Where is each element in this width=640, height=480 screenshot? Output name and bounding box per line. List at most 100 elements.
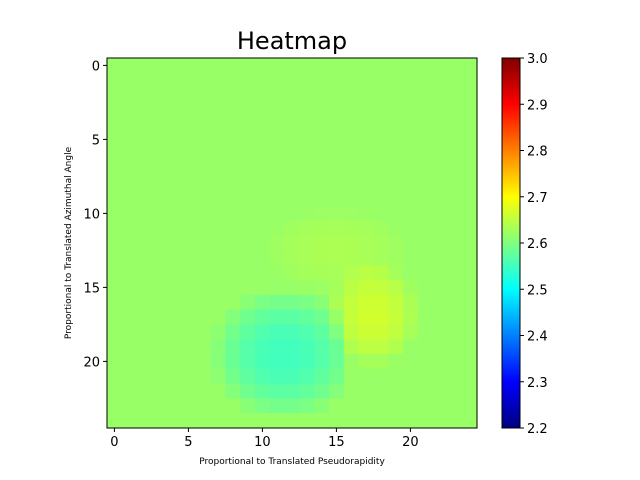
heatmap-cell (329, 132, 345, 148)
heatmap-cell (166, 383, 182, 399)
heatmap-cell (269, 383, 286, 399)
heatmap-cell (181, 383, 197, 399)
heatmap-cell (417, 132, 434, 148)
heatmap-cell (121, 309, 138, 325)
heatmap-cell (462, 324, 478, 340)
heatmap-cell (269, 265, 286, 281)
heatmap-cell (447, 250, 463, 266)
heatmap-cell (314, 161, 330, 177)
heatmap-cell (417, 235, 434, 251)
heatmap-cell (136, 339, 152, 355)
heatmap-cell (403, 161, 419, 177)
heatmap-cell (299, 383, 315, 399)
heatmap-cell (210, 102, 226, 118)
heatmap-cell (240, 413, 256, 429)
heatmap-cell (269, 398, 286, 414)
heatmap-cell (121, 102, 138, 118)
heatmap-cell (121, 176, 138, 192)
heatmap-cell (462, 72, 478, 89)
heatmap-cell (299, 132, 315, 148)
heatmap-cell (403, 72, 419, 89)
heatmap-cell (210, 294, 226, 311)
heatmap-cell (107, 87, 123, 103)
y-tick-label: 20 (83, 355, 100, 370)
heatmap-cell (136, 72, 152, 89)
heatmap-cell (121, 117, 138, 133)
heatmap-cell (210, 383, 226, 399)
heatmap-cell (240, 324, 256, 340)
heatmap-cell (314, 102, 330, 118)
heatmap-cell (358, 206, 374, 222)
heatmap-cell (269, 235, 286, 251)
heatmap-cell (225, 191, 241, 207)
heatmap-cell (299, 176, 315, 192)
heatmap-cell (299, 280, 315, 296)
heatmap-cell (462, 339, 478, 355)
heatmap-cell (240, 354, 256, 370)
heatmap-cell (403, 146, 419, 163)
heatmap-cell (181, 87, 197, 103)
heatmap-cell (255, 265, 271, 281)
heatmap-cell (121, 368, 138, 385)
heatmap-cell (432, 87, 448, 103)
heatmap-cell (225, 413, 241, 429)
heatmap-cell (314, 354, 330, 370)
heatmap-cell (225, 72, 241, 89)
heatmap-cell (269, 294, 286, 311)
heatmap-cell (299, 250, 315, 266)
heatmap-cell (447, 132, 463, 148)
heatmap-cell (181, 161, 197, 177)
heatmap-cell (358, 72, 374, 89)
heatmap-cell (151, 294, 167, 311)
heatmap-cell (240, 265, 256, 281)
x-tick-label: 15 (328, 435, 345, 450)
heatmap-cell (269, 58, 286, 74)
heatmap-cell (166, 117, 182, 133)
heatmap-cell (299, 72, 315, 89)
heatmap-cell (343, 339, 360, 355)
heatmap-cell (181, 117, 197, 133)
heatmap-cell (373, 309, 389, 325)
heatmap-cell (417, 368, 434, 385)
heatmap-cell (388, 280, 404, 296)
heatmap-cell (136, 220, 152, 237)
heatmap-cell (225, 280, 241, 296)
heatmap-cell (284, 265, 300, 281)
heatmap-cell (447, 87, 463, 103)
heatmap-cell (358, 220, 374, 237)
heatmap-cell (107, 206, 123, 222)
heatmap-cell (284, 102, 300, 118)
heatmap-cell (225, 265, 241, 281)
heatmap-cell (225, 220, 241, 237)
heatmap-cell (136, 280, 152, 296)
heatmap-cell (107, 220, 123, 237)
heatmap-cell (269, 72, 286, 89)
heatmap-cell (432, 235, 448, 251)
heatmap-cell (388, 383, 404, 399)
heatmap-cell (388, 72, 404, 89)
heatmap-cell (284, 368, 300, 385)
heatmap-cell (121, 220, 138, 237)
heatmap-cell (447, 368, 463, 385)
heatmap-cell (240, 132, 256, 148)
heatmap-cell (388, 309, 404, 325)
heatmap-cell (314, 265, 330, 281)
heatmap-cell (358, 161, 374, 177)
x-tick-label: 5 (184, 435, 192, 450)
heatmap-cell (417, 87, 434, 103)
heatmap-cell (255, 280, 271, 296)
heatmap-cell (284, 117, 300, 133)
heatmap-cell (255, 250, 271, 266)
heatmap-cell (255, 146, 271, 163)
heatmap-cell (225, 146, 241, 163)
heatmap-cell (299, 398, 315, 414)
heatmap-cell (255, 220, 271, 237)
heatmap-cell (284, 398, 300, 414)
heatmap-cell (343, 146, 360, 163)
heatmap-cell (388, 339, 404, 355)
heatmap-cell (166, 235, 182, 251)
y-axis-label: Proportional to Translated Azimuthal Ang… (64, 146, 74, 339)
heatmap-cell (417, 354, 434, 370)
heatmap-cell (210, 250, 226, 266)
heatmap-cell (107, 294, 123, 311)
